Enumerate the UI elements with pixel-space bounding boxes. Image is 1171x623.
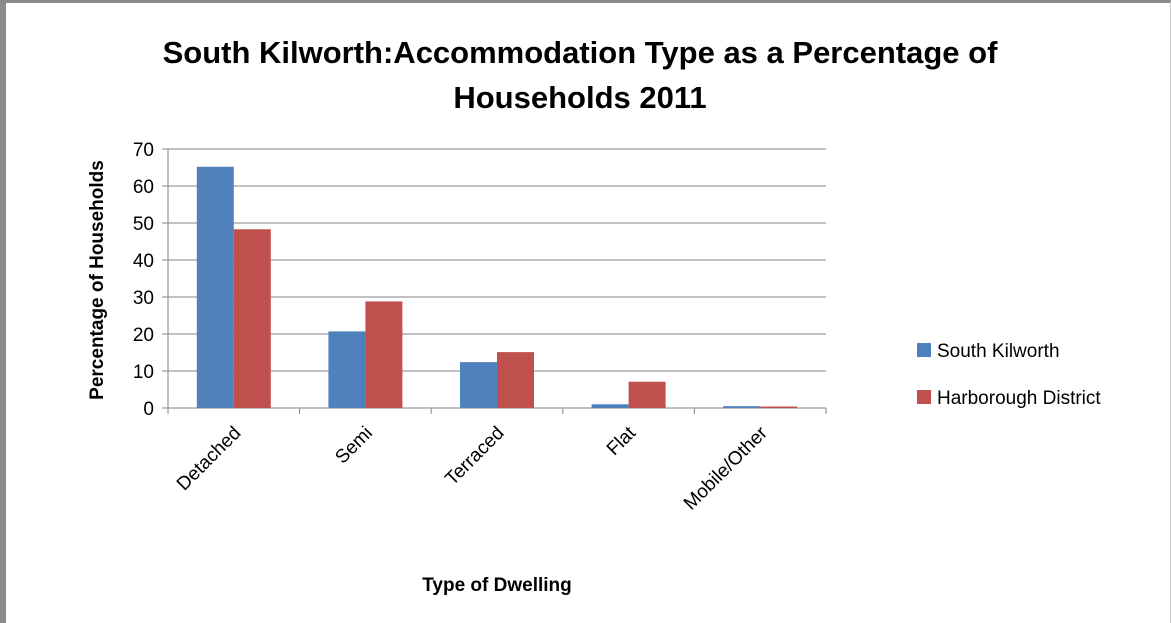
x-tick-label: Mobile/Other bbox=[680, 422, 772, 514]
chart-title-line1: South Kilworth:Accommodation Type as a P… bbox=[163, 35, 998, 70]
bar-south-kilworth-semi bbox=[328, 331, 366, 408]
bars bbox=[196, 166, 798, 408]
bar-south-kilworth-mobile-other bbox=[723, 406, 761, 408]
bar-south-kilworth-terraced bbox=[460, 362, 497, 408]
y-tick-labels: 0 10 20 30 40 50 60 70 bbox=[133, 140, 154, 420]
legend-label: Harborough District bbox=[937, 388, 1101, 409]
bar-harborough-district-flat bbox=[628, 381, 666, 408]
x-tick-label: Terraced bbox=[441, 423, 508, 490]
x-tick-labels: Detached Semi Terraced Flat Mobile/Other bbox=[173, 422, 772, 514]
legend-swatch bbox=[917, 390, 931, 404]
bar-harborough-district-terraced bbox=[497, 352, 534, 408]
y-tick-label: 10 bbox=[133, 362, 154, 383]
y-tick-label: 40 bbox=[133, 251, 154, 272]
y-axis-title: Percentage of Households bbox=[87, 160, 108, 400]
legend-label: South Kilworth bbox=[937, 341, 1060, 362]
x-axis-title: Type of Dwelling bbox=[422, 575, 572, 596]
bar-south-kilworth-detached bbox=[196, 166, 234, 408]
bar-harborough-district-mobile-other bbox=[760, 406, 798, 408]
x-tick-label: Semi bbox=[331, 423, 376, 468]
y-tick-label: 30 bbox=[133, 288, 154, 309]
bar-south-kilworth-flat bbox=[591, 404, 629, 408]
y-tick-label: 70 bbox=[133, 140, 154, 161]
bar-harborough-district-detached bbox=[233, 229, 271, 408]
legend: South Kilworth Harborough District bbox=[917, 341, 1101, 409]
y-tick-label: 50 bbox=[133, 214, 154, 235]
bar-harborough-district-semi bbox=[365, 301, 403, 408]
x-tick-label: Detached bbox=[173, 423, 245, 495]
y-tick-label: 0 bbox=[143, 399, 154, 420]
y-tick-label: 60 bbox=[133, 177, 154, 198]
chart-title-line2: Households 2011 bbox=[453, 80, 706, 115]
x-tick-label: Flat bbox=[603, 422, 641, 460]
legend-swatch bbox=[917, 343, 931, 357]
y-tick-label: 20 bbox=[133, 325, 154, 346]
